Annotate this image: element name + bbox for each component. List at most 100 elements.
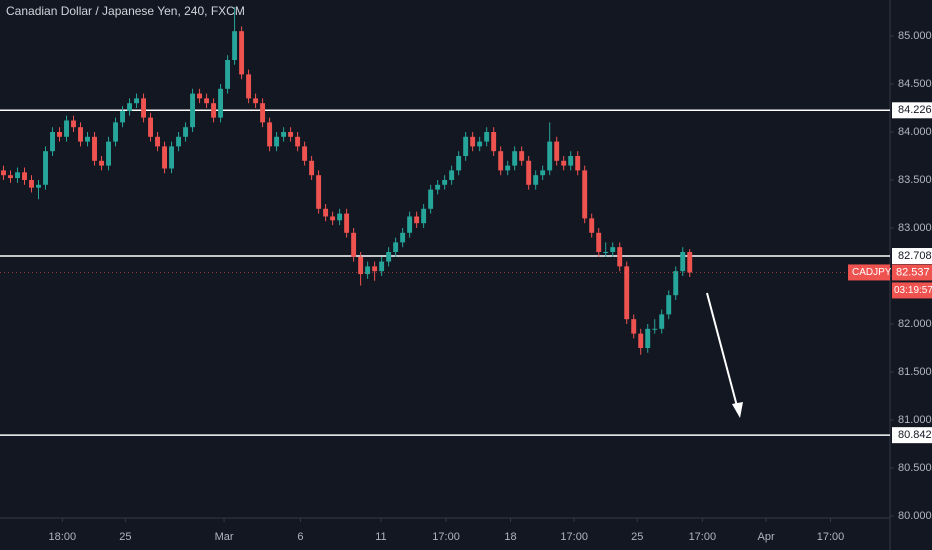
candle-body (386, 251, 392, 262)
price-label: 82.537 (896, 266, 930, 278)
level-label-box (892, 427, 932, 444)
candle-body (484, 131, 490, 142)
candle-body (470, 136, 476, 147)
y-tick-label: 80.000 (898, 510, 932, 522)
y-tick-label: 81.500 (898, 366, 932, 378)
candle-body (204, 98, 210, 104)
level-label-box (892, 102, 932, 119)
candle-body (442, 179, 448, 185)
candle-body (547, 141, 553, 171)
arrow-shaft (706, 292, 739, 411)
candle-body (596, 232, 602, 252)
candle-body (351, 232, 357, 257)
candle-body (36, 184, 41, 188)
candle-body (652, 328, 658, 330)
candle-body (533, 175, 539, 185)
candle-body (456, 155, 462, 171)
candle-body (197, 93, 203, 99)
candle-body (498, 151, 504, 171)
candle-body (687, 251, 693, 273)
level-label-box (892, 248, 932, 265)
candle-body (491, 131, 497, 152)
x-tick-label: 17:00 (560, 531, 588, 543)
candle-body (554, 141, 560, 161)
chart-title: Canadian Dollar / Japanese Yen, 240, FXC… (6, 4, 245, 18)
candle-body (29, 179, 34, 188)
candle-body (43, 151, 48, 185)
candle-body (610, 247, 616, 252)
candle-body (232, 31, 238, 60)
x-tick-label: 18 (504, 531, 516, 543)
candle-body (638, 333, 644, 348)
candle-body (92, 136, 97, 161)
candle-body (64, 120, 69, 137)
arrow-head (732, 402, 743, 418)
candle-body (449, 170, 455, 180)
symbol-label: CADJPY (852, 267, 892, 278)
candle-body (8, 175, 13, 179)
candle-body (323, 208, 329, 217)
y-tick-label: 80.500 (898, 462, 932, 474)
candle-body (218, 88, 224, 118)
y-tick-label: 82.000 (898, 318, 932, 330)
candle-body (659, 314, 665, 329)
level-label: 80.842 (898, 429, 932, 441)
candle-body (15, 172, 20, 179)
symbol-box (848, 264, 890, 281)
candle-body (337, 213, 343, 221)
candle-body (127, 103, 132, 111)
candle-body (435, 184, 441, 190)
candle-body (393, 242, 399, 252)
level-label: 84.226 (898, 104, 932, 116)
x-tick-label: 25 (119, 531, 131, 543)
candle-body (421, 208, 427, 224)
candle-body (428, 189, 434, 209)
level-label: 82.708 (898, 250, 932, 262)
candle-body (302, 146, 308, 161)
candle-body (568, 155, 574, 166)
x-tick-label: 17:00 (689, 531, 717, 543)
candle-body (540, 170, 546, 176)
candle-body (316, 175, 322, 209)
plot (0, 7, 890, 436)
y-tick-label: 84.000 (898, 126, 932, 138)
candle-body (225, 59, 231, 89)
candle-body (561, 160, 567, 166)
candle-body (155, 136, 161, 147)
y-tick-label: 83.500 (898, 174, 932, 186)
candle-body (526, 160, 532, 185)
y-tick-label: 85.000 (898, 30, 932, 42)
candle-body (211, 103, 217, 118)
candle-body (85, 136, 90, 142)
candle-body (344, 213, 350, 233)
y-tick-label: 81.000 (898, 414, 932, 426)
y-tick-label: 84.500 (898, 78, 932, 90)
candle-body (106, 141, 111, 166)
candle-body (22, 172, 27, 180)
candle-body (141, 98, 146, 118)
candle-body (309, 160, 315, 176)
candle-body (624, 266, 630, 320)
candle-body (190, 93, 196, 128)
candle-body (589, 218, 595, 233)
countdown-label: 03:19:57 (894, 285, 932, 296)
candle-body (617, 247, 623, 267)
candle-body (358, 256, 364, 275)
candle-body (78, 127, 83, 142)
candle-body (463, 136, 469, 156)
candle-body (645, 328, 651, 348)
candle-body (477, 141, 483, 147)
candle-body (148, 117, 154, 137)
candle-body (134, 98, 139, 104)
x-tick-label: 6 (297, 531, 303, 543)
candle-body (365, 266, 371, 275)
candle-body (519, 151, 525, 161)
candle-body (414, 216, 420, 224)
countdown-box (892, 282, 932, 299)
candle-body (379, 261, 385, 272)
candle-body (295, 136, 301, 147)
candle-body (183, 127, 189, 137)
x-tick-label: 18:00 (49, 531, 77, 543)
